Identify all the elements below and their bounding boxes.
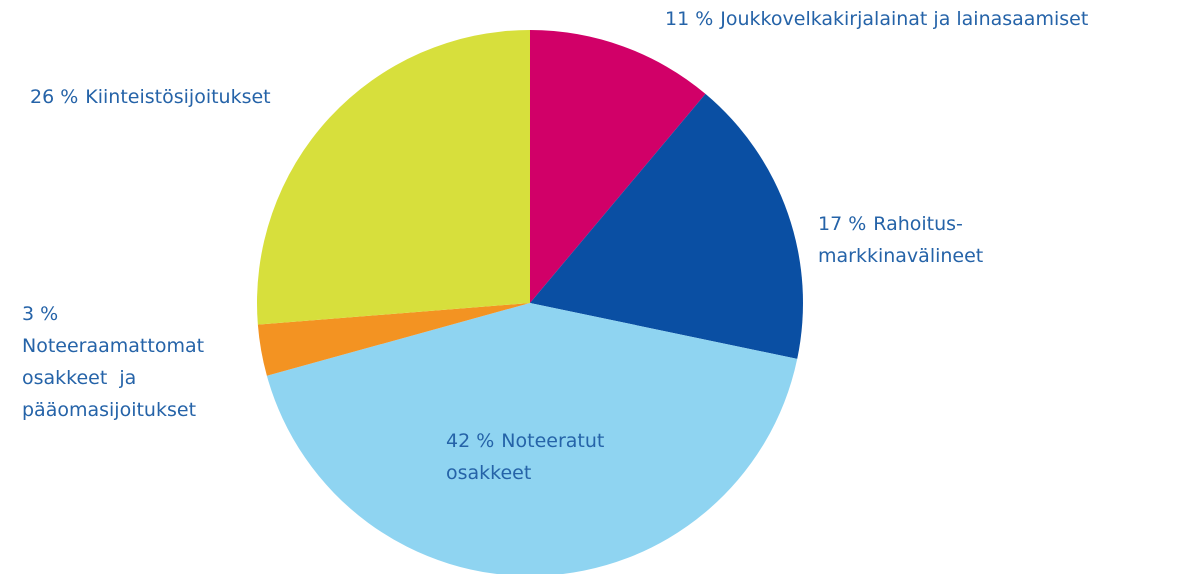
slice-name: Noteeratut (501, 430, 604, 452)
slice-name: Joukkovelkakirjalainat ja lainasaamiset (719, 8, 1088, 30)
slice-name: Noteeraamattomat (22, 335, 204, 357)
slice-name: markkinavälineet (818, 245, 983, 267)
slice-value-label: 11 % (665, 8, 713, 30)
slice-name: pääomasijoitukset (22, 399, 196, 421)
pie-slice (257, 30, 530, 325)
pie-slice (530, 93, 803, 359)
slice-label: 26 % Kiinteistösijoitukset (30, 86, 271, 108)
slice-name: osakkeet ja (22, 367, 136, 389)
slice-name: osakkeet (446, 462, 531, 484)
slice-value-label: 26 % (30, 86, 78, 108)
slice-label: 3 % Noteeraamattomat osakkeet ja pääomasijo… (22, 303, 204, 421)
slice-value-label: 3 % (22, 303, 58, 325)
pie-slice (257, 303, 530, 376)
slice-name: Rahoitus- (873, 213, 963, 235)
slice-name: Kiinteistösijoitukset (85, 86, 270, 108)
pie-slice (266, 303, 798, 574)
slice-label: 11 % Joukkovelkakirjalainat ja lainasaami… (665, 8, 1088, 30)
pie-slice (530, 30, 706, 303)
slice-label: 42 % Noteeratut osakkeet (446, 430, 604, 484)
slice-label: 17 % Rahoitus-markkinavälineet (818, 213, 983, 267)
slice-value-label: 42 % (446, 430, 494, 452)
slice-value-label: 17 % (818, 213, 866, 235)
